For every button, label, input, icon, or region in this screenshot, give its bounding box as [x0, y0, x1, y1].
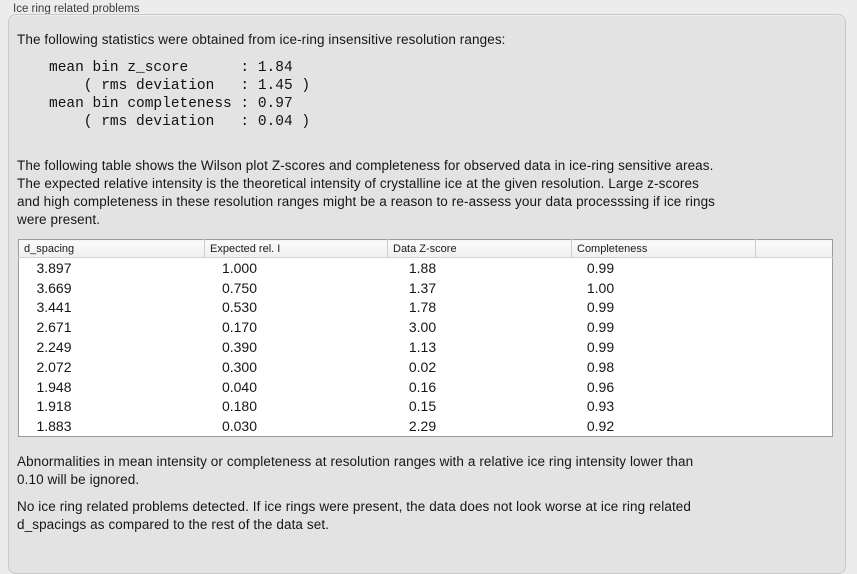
ice-ring-panel: The following statistics were obtained f… — [8, 14, 846, 574]
table-row[interactable]: 3.441 0.530 1.78 0.99 — [19, 298, 833, 318]
table-cell-empty — [756, 278, 833, 298]
conclusion-text: No ice ring related problems detected. I… — [17, 499, 692, 533]
table-cell: 0.99 — [586, 319, 615, 336]
ignore-note-text: Abnormalities in mean intensity or compl… — [17, 454, 694, 488]
table-row[interactable]: 1.883 0.030 2.29 0.92 — [19, 416, 833, 436]
table-cell: 0.530 — [221, 299, 258, 316]
table-cell: 0.93 — [586, 398, 615, 415]
table-row[interactable]: 1.918 0.180 0.15 0.93 — [19, 397, 833, 417]
ice-ring-data-table: d_spacing Expected rel. I Data Z-score Comp… — [18, 239, 833, 438]
table-cell: 0.02 — [408, 358, 437, 375]
table-cell: 0.030 — [221, 418, 258, 435]
table-cell: 0.96 — [586, 378, 615, 395]
table-cell: 2.072 — [36, 358, 72, 375]
table-cell: 0.99 — [586, 299, 615, 316]
table-cell: 0.750 — [221, 279, 258, 296]
table-cell: 2.249 — [36, 339, 72, 356]
table-cell: 2.29 — [408, 418, 437, 435]
table-cell: 0.98 — [586, 358, 615, 375]
table-cell: 3.441 — [36, 299, 72, 316]
table-cell: 1.948 — [36, 378, 72, 395]
column-header-data-z-score[interactable]: Data Z-score — [387, 239, 572, 258]
table-row[interactable]: 2.249 0.390 1.13 0.99 — [19, 337, 833, 357]
table-cell: 0.15 — [408, 398, 437, 415]
table-row[interactable]: 2.072 0.300 0.02 0.98 — [19, 357, 833, 377]
table-cell-empty — [756, 317, 833, 337]
table-cell-empty — [756, 298, 833, 318]
table-cell: 0.16 — [408, 378, 437, 395]
table-cell: 1.78 — [408, 299, 437, 316]
column-header-empty — [755, 239, 833, 258]
table-cell: 0.99 — [586, 339, 615, 356]
table-cell: 1.918 — [36, 398, 72, 415]
table-cell: 1.000 — [221, 259, 258, 276]
intro-text: The following statistics were obtained f… — [17, 32, 506, 47]
table-row[interactable]: 3.669 0.750 1.37 1.00 — [19, 278, 833, 298]
table-cell-empty — [756, 416, 833, 436]
table-cell: 1.13 — [408, 339, 437, 356]
description-text: The following table shows the Wilson plo… — [17, 158, 716, 227]
table-cell: 3.897 — [36, 259, 72, 276]
table-cell: 0.390 — [221, 339, 258, 356]
table-row[interactable]: 3.897 1.000 1.88 0.99 — [19, 258, 833, 278]
table-cell-empty — [756, 258, 833, 278]
column-header-completeness[interactable]: Completeness — [571, 239, 756, 258]
table-cell-empty — [756, 357, 833, 377]
table-cell: 3.00 — [408, 319, 437, 336]
table-row[interactable]: 2.671 0.170 3.00 0.99 — [19, 317, 833, 337]
table-cell: 1.00 — [586, 279, 615, 296]
table-cell: 0.180 — [221, 398, 258, 415]
table-cell-empty — [756, 337, 833, 357]
column-header-expected-rel-i[interactable]: Expected rel. I — [204, 239, 388, 258]
table-cell: 3.669 — [36, 279, 72, 296]
table-body: 3.897 1.000 1.88 0.99 3.669 0.750 1.37 1.00 3.44… — [19, 258, 833, 437]
table-cell: 0.040 — [221, 378, 258, 395]
table-cell: 0.92 — [586, 418, 615, 435]
table-cell: 0.99 — [586, 259, 615, 276]
column-header-d-spacing[interactable]: d_spacing — [18, 239, 205, 258]
table-cell-empty — [756, 377, 833, 397]
table-cell-empty — [756, 397, 833, 417]
table-row[interactable]: 1.948 0.040 0.16 0.96 — [19, 377, 833, 397]
table-cell: 2.671 — [36, 319, 72, 336]
groupbox-label: Ice ring related problems — [13, 3, 140, 15]
table-cell: 1.37 — [408, 279, 437, 296]
table-cell: 0.300 — [221, 358, 258, 375]
table-cell: 1.88 — [408, 259, 437, 276]
stats-block: mean bin z_score : 1.84 ( rms deviation … — [49, 60, 311, 130]
ice-ring-table: d_spacing Expected rel. I Data Z-score Comp… — [18, 239, 833, 438]
table-cell: 0.170 — [221, 319, 258, 336]
table-header-row: d_spacing Expected rel. I Data Z-score Comp… — [18, 239, 833, 258]
table-cell: 1.883 — [36, 418, 72, 435]
